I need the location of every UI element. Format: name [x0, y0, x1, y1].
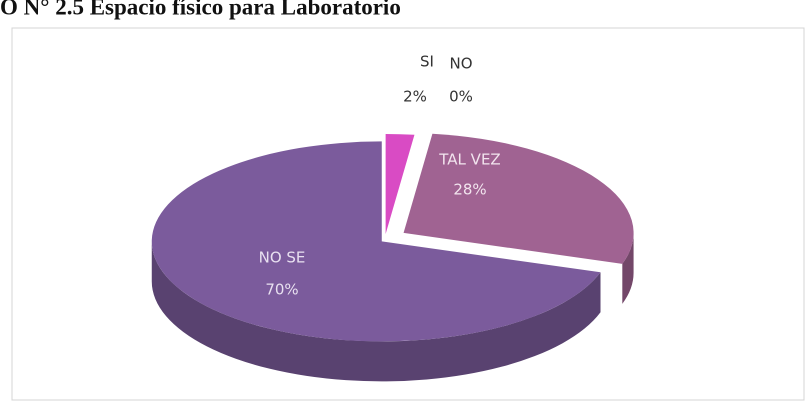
slice-label: TAL VEZ	[438, 151, 500, 169]
chart-title: O N° 2.5 Espacio físico para Laboratorio	[0, 0, 401, 19]
slice	[151, 141, 601, 342]
slice-side	[622, 232, 634, 304]
slice-value-label: 28%	[453, 181, 486, 199]
slice-label: SI	[420, 53, 434, 71]
slice-label: NO SE	[259, 249, 306, 267]
slice-value-label: 70%	[265, 281, 298, 299]
slice	[385, 134, 415, 235]
slice-value-label: 0%	[449, 88, 473, 106]
slice-side	[151, 241, 601, 382]
slice	[403, 133, 634, 264]
slice-label: NO	[449, 55, 472, 73]
slice-value-label: 2%	[403, 88, 427, 106]
